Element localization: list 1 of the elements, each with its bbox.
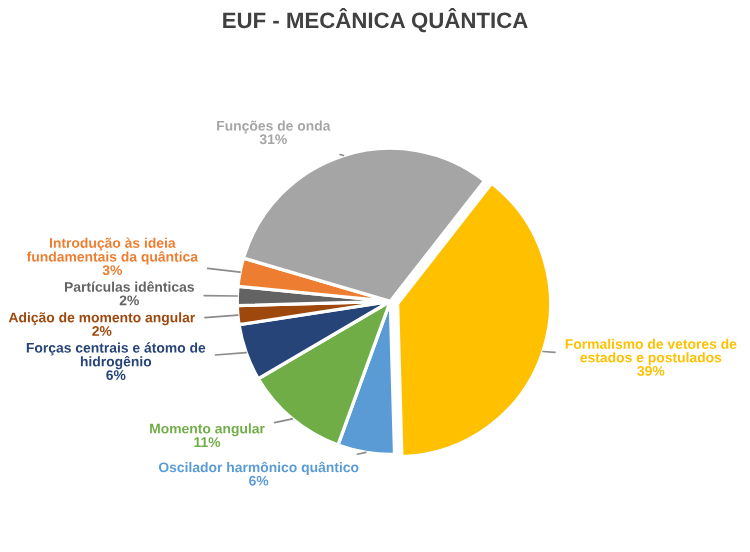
chart-title: EUF - MECÂNICA QUÂNTICA [223,8,528,33]
